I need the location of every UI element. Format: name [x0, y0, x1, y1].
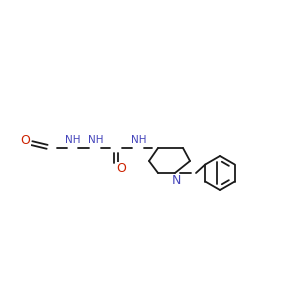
Text: NH: NH: [65, 135, 81, 145]
Text: N: N: [171, 175, 181, 188]
Text: O: O: [116, 163, 126, 176]
Text: O: O: [20, 134, 30, 148]
Text: NH: NH: [88, 135, 104, 145]
Text: NH: NH: [131, 135, 147, 145]
